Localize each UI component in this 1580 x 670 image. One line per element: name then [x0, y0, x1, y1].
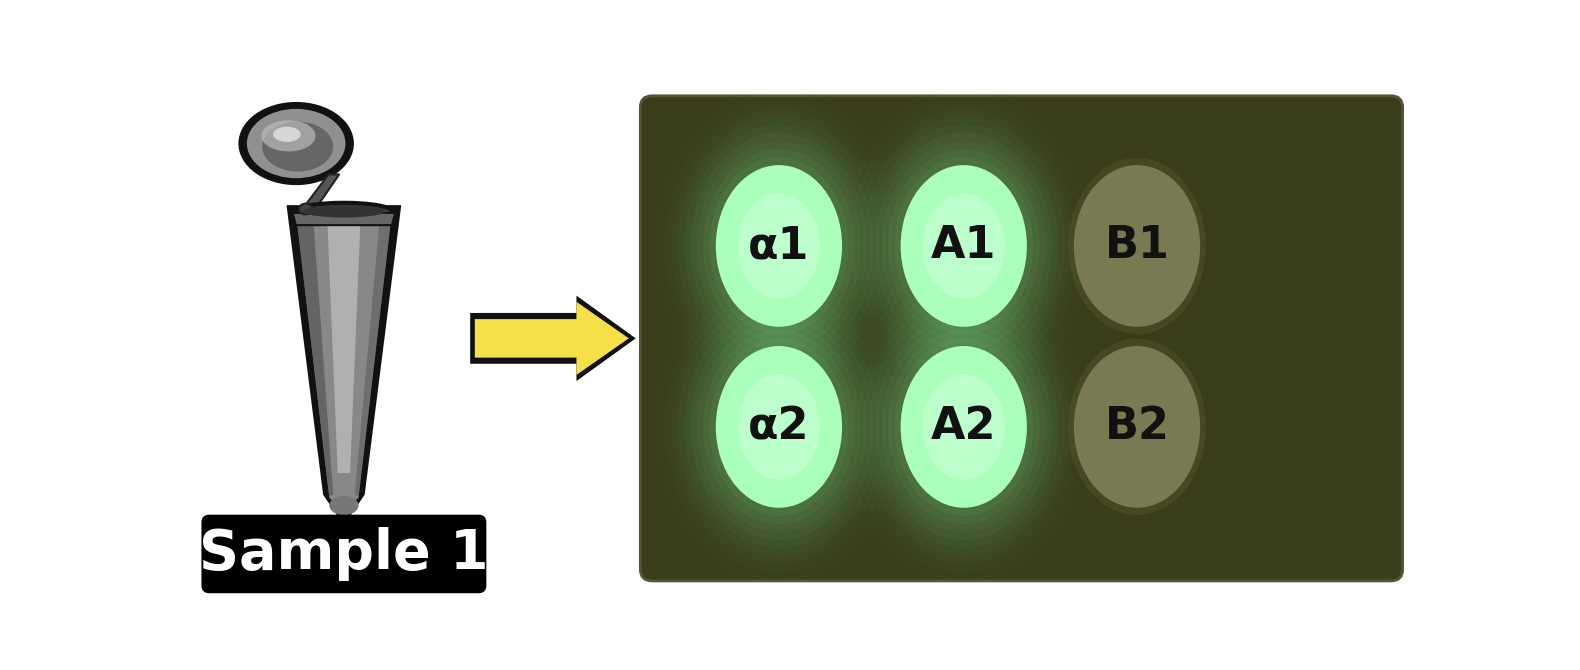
Text: A1: A1	[931, 224, 997, 267]
Ellipse shape	[716, 165, 842, 327]
Ellipse shape	[303, 205, 386, 218]
Ellipse shape	[709, 157, 848, 335]
Ellipse shape	[716, 346, 842, 508]
Ellipse shape	[1068, 339, 1206, 515]
Ellipse shape	[709, 338, 848, 516]
Polygon shape	[476, 302, 629, 375]
Ellipse shape	[901, 346, 1027, 508]
Polygon shape	[300, 174, 340, 213]
Ellipse shape	[888, 330, 1040, 524]
Polygon shape	[471, 295, 635, 381]
Ellipse shape	[738, 375, 820, 480]
Ellipse shape	[923, 194, 1005, 299]
Ellipse shape	[246, 109, 346, 178]
Text: α2: α2	[749, 405, 809, 448]
Text: B2: B2	[1104, 405, 1169, 448]
Ellipse shape	[901, 165, 1027, 327]
Ellipse shape	[894, 338, 1033, 516]
Ellipse shape	[1068, 158, 1206, 334]
Ellipse shape	[329, 496, 359, 515]
Text: Sample 1: Sample 1	[199, 527, 488, 581]
Polygon shape	[286, 205, 401, 521]
FancyBboxPatch shape	[202, 515, 487, 593]
Text: A2: A2	[931, 405, 997, 448]
Ellipse shape	[703, 330, 855, 524]
Ellipse shape	[295, 203, 392, 220]
Ellipse shape	[1074, 165, 1201, 327]
Ellipse shape	[923, 375, 1005, 480]
FancyBboxPatch shape	[640, 96, 1403, 581]
Ellipse shape	[261, 120, 316, 151]
Ellipse shape	[894, 157, 1033, 335]
Polygon shape	[295, 211, 333, 496]
Text: B1: B1	[1104, 224, 1169, 267]
Polygon shape	[327, 211, 360, 473]
Polygon shape	[292, 213, 395, 225]
Ellipse shape	[703, 149, 855, 343]
Ellipse shape	[1074, 346, 1201, 508]
Text: α1: α1	[749, 224, 809, 267]
Polygon shape	[295, 211, 392, 512]
Ellipse shape	[262, 122, 333, 172]
Ellipse shape	[888, 149, 1040, 343]
Ellipse shape	[299, 204, 313, 214]
Ellipse shape	[273, 127, 300, 142]
Polygon shape	[354, 211, 392, 496]
Ellipse shape	[239, 102, 354, 185]
Ellipse shape	[738, 194, 820, 299]
